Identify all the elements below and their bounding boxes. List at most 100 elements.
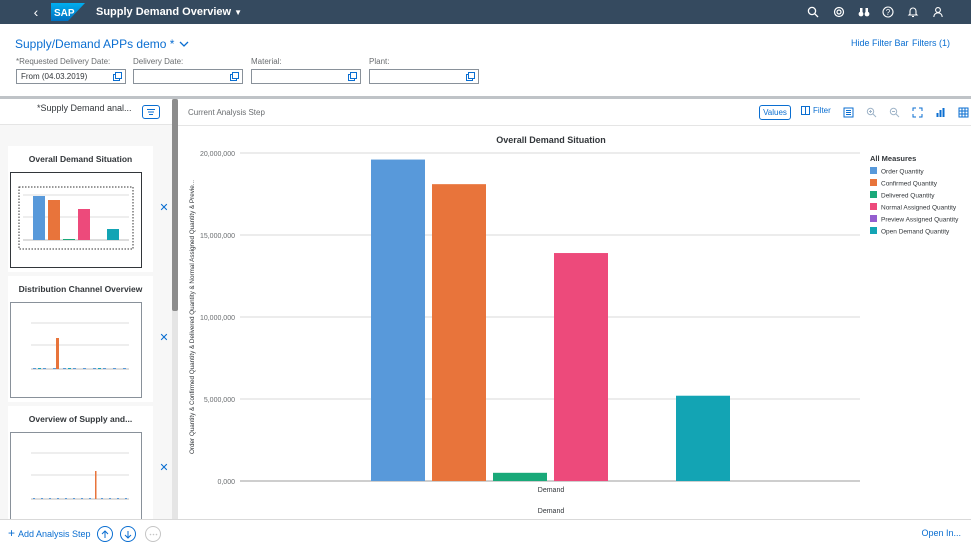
legend-toggle-icon[interactable] (842, 106, 854, 118)
more-icon (149, 533, 157, 535)
back-icon[interactable]: ‹ (33, 4, 39, 20)
legend-label: Preview Assigned Quantity (881, 217, 959, 224)
bar-delivered-quantity (493, 472, 547, 481)
sap-logo[interactable]: SAP (51, 3, 85, 21)
y-tick-label: 0,000 (217, 479, 235, 486)
filter-header: Supply/Demand APPs demo * Hide Filter Ba… (0, 24, 971, 96)
analysis-step-area: Current Analysis Step Values Filter Over… (178, 99, 971, 519)
user-icon[interactable] (930, 4, 946, 20)
step-card-title: Overall Demand Situation (28, 154, 133, 164)
chart-title: Overall Demand Situation (496, 135, 606, 145)
y-tick-label: 5,000,000 (204, 397, 235, 404)
move-down-button[interactable] (120, 526, 136, 542)
remove-step-icon[interactable]: ✕ (159, 332, 169, 344)
svg-text:SAP: SAP (54, 8, 75, 19)
binoculars-icon[interactable] (856, 4, 872, 20)
step-card-title: Distribution Channel Overview (18, 284, 143, 294)
filter-button[interactable]: Filter (801, 106, 831, 115)
values-button[interactable]: Values (759, 105, 791, 120)
list-icon (147, 109, 155, 115)
x-axis-label: Demand (538, 508, 565, 515)
legend-label: Open Demand Quantity (881, 229, 950, 236)
app-title-menu[interactable]: Supply Demand Overview ▼ (96, 0, 242, 24)
y-tick-label: 10,000,000 (200, 315, 235, 322)
step-card-supply-overview[interactable]: Overview of Supply and... (8, 406, 153, 519)
delivery-date-input[interactable] (133, 69, 243, 84)
bar-chart-icon[interactable] (934, 106, 946, 118)
x-tick-label: Demand (538, 487, 565, 494)
step-thumbnail (10, 302, 142, 398)
path-menu-button[interactable] (142, 105, 160, 119)
legend-label: Normal Assigned Quantity (881, 205, 957, 212)
variant-name: Supply/Demand APPs demo * (15, 37, 175, 51)
value-help-icon[interactable] (348, 72, 357, 81)
bar-order-quantity (371, 159, 425, 481)
bar-confirmed-quantity (432, 184, 486, 481)
material-label: Material: (251, 57, 282, 66)
step-thumbnail (10, 172, 142, 268)
current-step-label: Current Analysis Step (188, 108, 265, 117)
filters-link[interactable]: Filters (1) (912, 38, 950, 48)
remove-step-icon[interactable]: ✕ (159, 202, 169, 214)
left-scroll-thumb[interactable] (172, 99, 178, 311)
legend-title: All Measures (870, 154, 916, 163)
value-help-icon[interactable] (466, 72, 475, 81)
search-icon[interactable] (805, 4, 821, 20)
filter-button-label: Filter (813, 106, 831, 115)
open-in-button[interactable]: Open In... (921, 528, 961, 538)
fullscreen-icon[interactable] (911, 106, 923, 118)
plant-label: Plant: (369, 57, 390, 66)
hide-filter-bar-link[interactable]: Hide Filter Bar (851, 38, 909, 48)
zoom-out-icon[interactable] (888, 106, 900, 118)
move-up-button[interactable] (97, 526, 113, 542)
chevron-down-icon (179, 37, 189, 51)
add-analysis-step-button[interactable]: + Add Analysis Step (8, 526, 91, 540)
plant-input[interactable] (369, 69, 479, 84)
legend-label: Confirmed Quantity (881, 181, 938, 188)
legend-swatch (870, 203, 877, 210)
shell-bar: ‹ SAP Supply Demand Overview ▼ ? (0, 0, 971, 24)
remove-step-icon[interactable]: ✕ (159, 462, 169, 474)
zoom-in-icon[interactable] (865, 106, 877, 118)
add-analysis-step-label: Add Analysis Step (18, 529, 91, 539)
help-icon[interactable]: ? (880, 4, 896, 20)
variant-selector[interactable]: Supply/Demand APPs demo * (15, 37, 189, 51)
bar-normal-assigned-quantity (554, 253, 608, 481)
delivery-date-label: Delivery Date: (133, 57, 184, 66)
analysis-path-name: *Supply Demand anal... (37, 103, 132, 113)
app-title: Supply Demand Overview (96, 6, 232, 18)
requested-delivery-date-input[interactable]: From (04.03.2019) (16, 69, 126, 84)
svg-text:?: ? (886, 8, 891, 17)
legend-swatch (870, 227, 877, 234)
y-tick-label: 20,000,000 (200, 151, 235, 158)
legend-label: Delivered Quantity (881, 193, 935, 200)
value-help-icon[interactable] (230, 72, 239, 81)
y-tick-label: 15,000,000 (200, 233, 235, 240)
legend-swatch (870, 191, 877, 198)
step-card-overall-demand[interactable]: Overall Demand Situation (8, 146, 153, 272)
value-help-icon[interactable] (113, 72, 122, 81)
footer-bar: + Add Analysis Step Open In... (0, 519, 971, 545)
more-button[interactable] (145, 526, 161, 542)
plus-icon: + (8, 526, 16, 540)
analysis-path-header: *Supply Demand anal... (0, 99, 172, 125)
demand-bar-chart: Overall Demand Situation 0,000 5,000,000 10… (189, 135, 959, 515)
step-card-distribution-channel[interactable]: Distribution Channel Overview (8, 276, 153, 402)
analysis-toolbar: Current Analysis Step Values Filter (178, 99, 971, 126)
analysis-path-panel: *Supply Demand anal... Overall Demand Si… (0, 99, 172, 519)
material-input[interactable] (251, 69, 361, 84)
bar-open-demand-quantity (676, 395, 730, 481)
legend-label: Order Quantity (881, 169, 924, 176)
step-thumbnail (10, 432, 142, 519)
table-icon[interactable] (957, 106, 969, 118)
requested-delivery-date-value: From (04.03.2019) (21, 72, 88, 81)
bell-icon[interactable] (905, 4, 921, 20)
copilot-icon[interactable] (831, 4, 847, 20)
legend-swatch (870, 179, 877, 186)
header-divider (0, 96, 971, 99)
caret-down-icon: ▼ (234, 8, 243, 17)
arrow-down-icon (124, 530, 132, 539)
legend-swatch (870, 215, 877, 222)
filter-icon (801, 106, 810, 115)
requested-delivery-date-label: *Requested Delivery Date: (16, 57, 111, 66)
